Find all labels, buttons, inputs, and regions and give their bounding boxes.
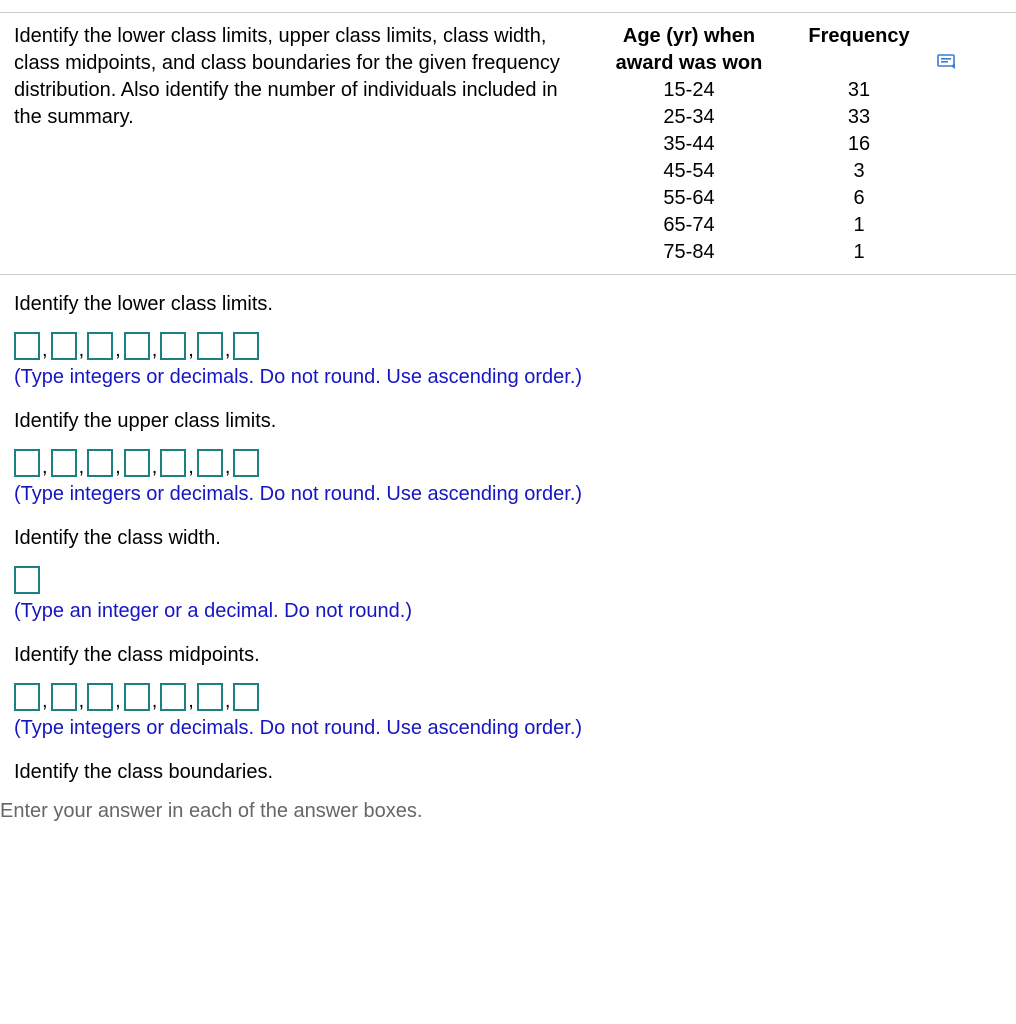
separator-comma: , [77,336,88,364]
answer-input[interactable] [51,683,77,711]
answer-input[interactable] [87,683,113,711]
col-header-age: Age (yr) when award was won [589,23,789,77]
question-prompt: Identify the class boundaries. [14,759,1002,786]
answer-input[interactable] [233,449,259,477]
separator-comma: , [40,336,51,364]
separator-comma: , [186,336,197,364]
answer-input[interactable] [233,332,259,360]
answer-row: , , , , , , [14,332,1002,360]
separator-comma: , [113,336,124,364]
answer-input[interactable] [233,683,259,711]
table-cell-age: 75-84 [589,239,789,266]
table-cell-freq: 31 [789,77,929,104]
help-icon-container [929,23,953,266]
separator-comma: , [223,453,234,481]
answer-input[interactable] [160,332,186,360]
answer-input[interactable] [197,683,223,711]
table-cell-age: 65-74 [589,212,789,239]
table-cell-freq: 16 [789,131,929,158]
answer-row: , , , , , , [14,683,1002,711]
separator-comma: , [186,687,197,715]
answer-input[interactable] [124,332,150,360]
question-prompt: Identify the class midpoints. [14,642,1002,669]
separator-comma: , [150,336,161,364]
answer-hint: (Type integers or decimals. Do not round… [14,715,1002,741]
answer-input[interactable] [14,683,40,711]
problem-instructions: Identify the lower class limits, upper c… [14,23,589,266]
question-class-width: Identify the class width. (Type an integ… [14,525,1002,624]
answer-input[interactable] [197,449,223,477]
table-cell-freq: 3 [789,158,929,185]
table-cell-freq: 6 [789,185,929,212]
answer-input[interactable] [160,449,186,477]
col-header-age-line1: Age (yr) when [623,25,755,47]
separator-comma: , [77,687,88,715]
question-lower-limits: Identify the lower class limits. , , , ,… [14,291,1002,390]
table-cell-age: 15-24 [589,77,789,104]
question-boundaries: Identify the class boundaries. [14,759,1002,786]
frequency-table: Age (yr) when award was won Frequency 15… [589,23,929,266]
table-cell-freq: 33 [789,104,929,131]
answer-hint: (Type an integer or a decimal. Do not ro… [14,598,1002,624]
col-header-freq: Frequency [789,23,929,77]
answer-input[interactable] [87,332,113,360]
question-prompt: Identify the class width. [14,525,1002,552]
answer-input[interactable] [124,683,150,711]
answer-input[interactable] [87,449,113,477]
frequency-table-section: Age (yr) when award was won Frequency 15… [589,23,1002,266]
answer-input[interactable] [197,332,223,360]
table-cell-age: 35-44 [589,131,789,158]
footer-instruction: Enter your answer in each of the answer … [0,800,1016,823]
answer-input[interactable] [14,566,40,594]
separator-comma: , [40,453,51,481]
answer-row [14,566,1002,594]
separator-comma: , [223,687,234,715]
problem-header: Identify the lower class limits, upper c… [0,13,1016,275]
answer-input[interactable] [14,332,40,360]
answer-input[interactable] [160,683,186,711]
answer-input[interactable] [124,449,150,477]
separator-comma: , [186,453,197,481]
table-cell-age: 45-54 [589,158,789,185]
questions-section: Identify the lower class limits. , , , ,… [0,275,1016,786]
answer-row: , , , , , , [14,449,1002,477]
answer-hint: (Type integers or decimals. Do not round… [14,481,1002,507]
help-popup-icon[interactable] [937,53,957,76]
answer-input[interactable] [51,449,77,477]
answer-input[interactable] [14,449,40,477]
separator-comma: , [223,336,234,364]
answer-input[interactable] [51,332,77,360]
question-midpoints: Identify the class midpoints. , , , , , … [14,642,1002,741]
separator-comma: , [150,453,161,481]
separator-comma: , [40,687,51,715]
separator-comma: , [77,453,88,481]
table-cell-freq: 1 [789,239,929,266]
separator-comma: , [113,453,124,481]
separator-comma: , [150,687,161,715]
question-prompt: Identify the upper class limits. [14,408,1002,435]
separator-comma: , [113,687,124,715]
question-prompt: Identify the lower class limits. [14,291,1002,318]
table-cell-freq: 1 [789,212,929,239]
question-upper-limits: Identify the upper class limits. , , , ,… [14,408,1002,507]
answer-hint: (Type integers or decimals. Do not round… [14,364,1002,390]
table-cell-age: 55-64 [589,185,789,212]
table-cell-age: 25-34 [589,104,789,131]
col-header-age-line2: award was won [616,52,763,74]
